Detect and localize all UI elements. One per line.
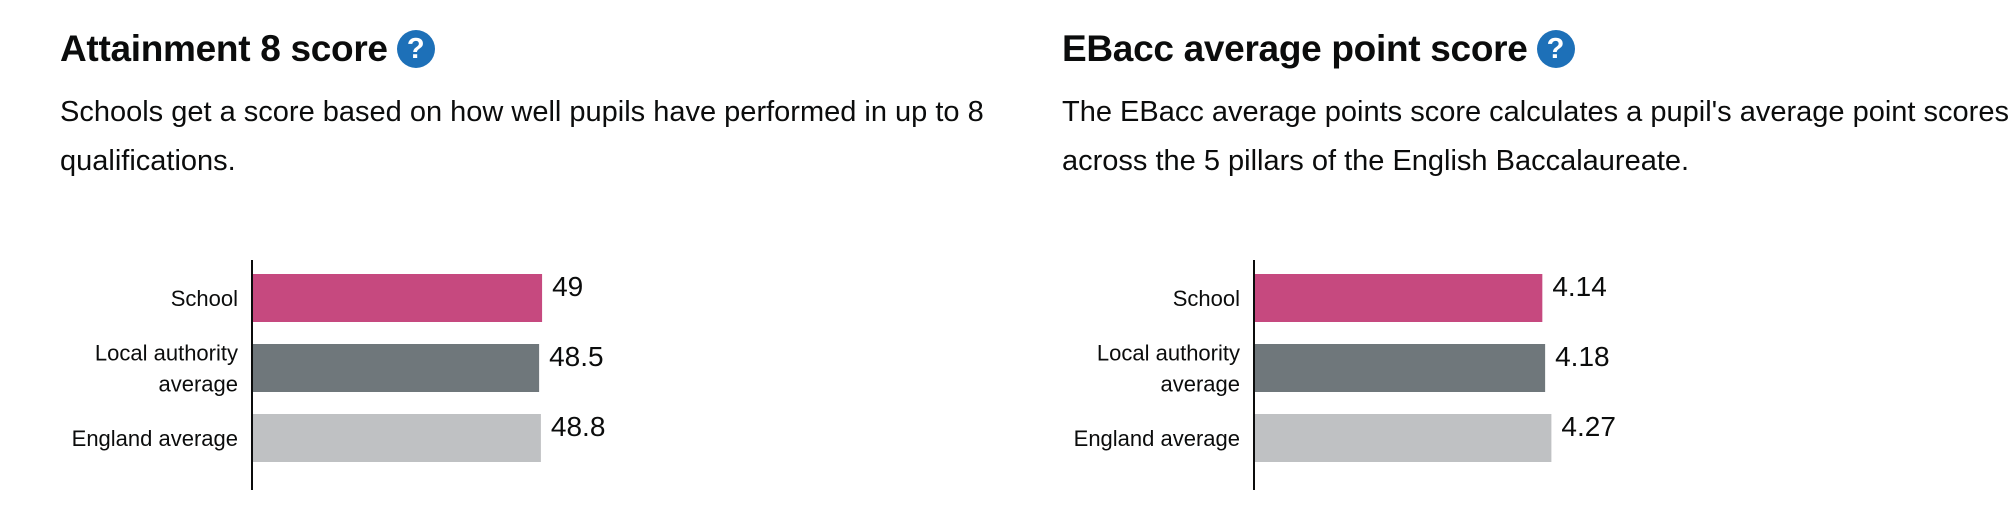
ebacc-bar-chart: 4.14 School 4.18 Local authority average 4.27…	[1074, 260, 1616, 490]
ebacc-heading-row: EBacc average point score ?	[1062, 22, 1575, 76]
question-mark-circle-icon[interactable]: ?	[396, 30, 435, 68]
value-label-england: 48.8	[551, 411, 606, 442]
category-label-school: School	[171, 286, 238, 311]
ebacc-description: The EBacc average points score calculate…	[1062, 96, 2009, 177]
category-label-school: School	[1173, 286, 1240, 311]
bar-school	[1254, 274, 1543, 322]
ebacc-title: EBacc average point score	[1062, 28, 1528, 69]
question-mark-circle-icon[interactable]: ?	[1536, 30, 1575, 68]
value-label-local-authority: 48.5	[549, 341, 604, 372]
bar-england	[252, 414, 541, 462]
attainment-8-title: Attainment 8 score	[60, 28, 388, 69]
value-label-england: 4.27	[1561, 411, 1616, 442]
attainment-8-description: Schools get a score based on how well pu…	[60, 96, 984, 177]
category-label-local-authority: Local authority average	[1097, 341, 1240, 397]
attainment-8-panel: Attainment 8 score ? Schools get a score…	[60, 0, 1020, 526]
category-label-england: England average	[72, 426, 238, 451]
bar-local-authority	[252, 344, 540, 392]
value-label-local-authority: 4.18	[1555, 341, 1610, 372]
value-label-school: 4.14	[1552, 271, 1607, 302]
attainment-8-heading-row: Attainment 8 score ?	[60, 22, 435, 76]
ebacc-panel: EBacc average point score ? The EBacc av…	[1062, 0, 2014, 526]
category-label-england: England average	[1074, 426, 1240, 451]
bar-local-authority	[1254, 344, 1546, 392]
bar-england	[1254, 414, 1552, 462]
attainment-8-bar-chart: 49 School 48.5 Local authority average 48.8 En…	[72, 260, 606, 490]
category-label-local-authority: Local authority average	[95, 341, 238, 397]
value-label-school: 49	[552, 271, 583, 302]
bar-school	[252, 274, 543, 322]
